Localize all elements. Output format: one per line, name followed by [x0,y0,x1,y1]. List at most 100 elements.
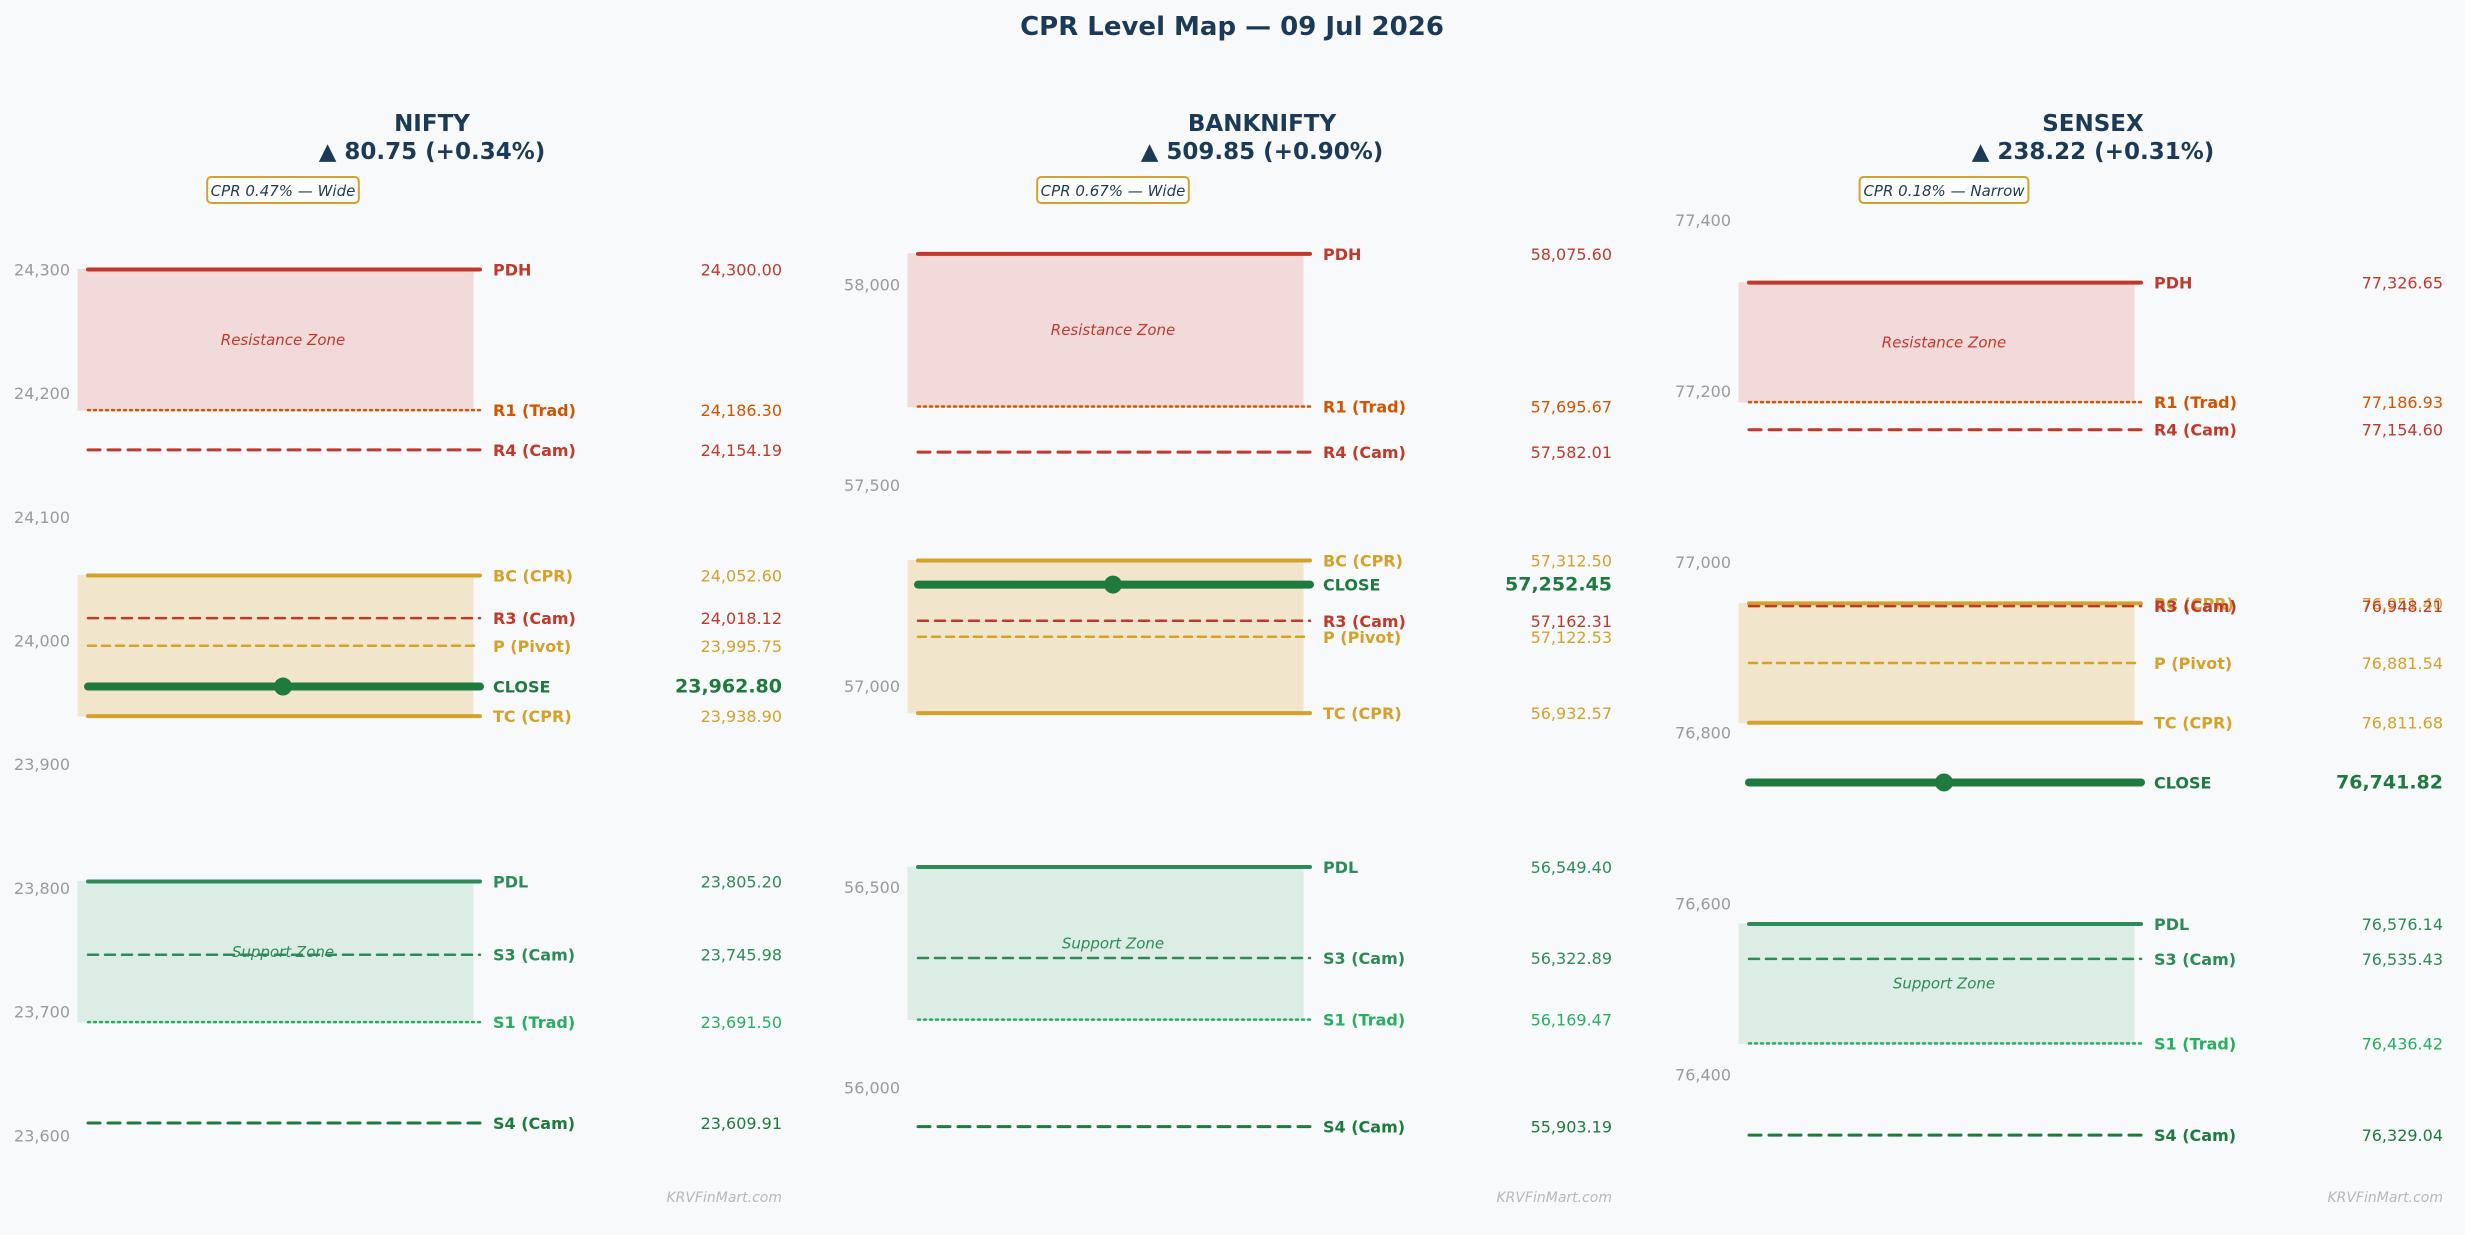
resistance-zone [1738,282,2135,403]
level-label-pdh: PDH [2154,274,2192,293]
level-label-r4-cam: R4 (Cam) [1323,443,1406,462]
level-label-tc-cpr: TC (CPR) [1323,704,1402,723]
resistance-zone-label: Resistance Zone [1051,321,1175,339]
resistance-zone [907,253,1304,408]
level-label-tc-cpr: TC (CPR) [493,707,572,726]
level-value-s4-cam: 76,329.04 [2362,1126,2443,1145]
support-zone [77,880,474,1023]
y-tick-label: 23,700 [14,1003,70,1022]
cpr-width-badge: CPR 0.18% — Narrow [1863,182,2025,200]
level-value-r3-cam: 24,018.12 [701,609,782,628]
level-value-bc-cpr: 57,312.50 [1531,551,1612,570]
level-value-s3-cam: 56,322.89 [1531,949,1612,968]
watermark: KRVFinMart.com [2327,1190,2443,1206]
level-label-close: CLOSE [2154,773,2211,792]
level-value-r4-cam: 77,154.60 [2362,421,2443,440]
level-value-pdl: 76,576.14 [2362,915,2443,934]
panel-symbol: SENSEX [2042,111,2144,137]
close-marker [1104,575,1122,594]
level-label-pdh: PDH [1323,245,1361,264]
support-zone-label: Support Zone [1893,975,1995,993]
level-value-s3-cam: 76,535.43 [2362,950,2443,969]
panel-change: ▲ 509.85 (+0.90%) [1141,139,1384,165]
chart-title: CPR Level Map — 09 Jul 2026 [1020,12,1444,42]
level-label-close: CLOSE [493,678,550,697]
level-value-r1-trad: 57,695.67 [1531,398,1612,417]
y-tick-label: 24,000 [14,632,70,651]
level-label-s3-cam: S3 (Cam) [493,946,575,965]
y-tick-label: 76,800 [1675,724,1731,743]
level-value-bc-cpr: 24,052.60 [701,566,782,585]
level-value-close: 76,741.82 [2336,771,2443,793]
resistance-zone-label: Resistance Zone [221,331,345,349]
level-label-s4-cam: S4 (Cam) [2154,1126,2236,1145]
level-value-close: 23,962.80 [675,676,782,698]
level-value-r1-trad: 24,186.30 [701,401,782,420]
level-value-p-pivot: 76,881.54 [2362,654,2443,673]
y-tick-label: 76,400 [1675,1066,1731,1085]
level-value-r1-trad: 77,186.93 [2362,393,2443,412]
close-marker [1935,773,1953,792]
y-tick-label: 57,500 [844,476,900,495]
y-tick-label: 23,600 [14,1126,70,1145]
watermark: KRVFinMart.com [1496,1190,1612,1206]
cpr-badge-box [1036,176,1190,204]
level-value-s4-cam: 23,609.91 [701,1114,782,1133]
resistance-zone [77,268,474,411]
y-tick-label: 23,900 [14,755,70,774]
level-label-bc-cpr: BC (CPR) [1323,551,1403,570]
level-label-r4-cam: R4 (Cam) [2154,421,2237,440]
level-label-p-pivot: P (Pivot) [1323,628,1401,647]
level-label-r1-trad: R1 (Trad) [1323,398,1406,417]
y-tick-label: 24,100 [14,508,70,527]
y-tick-label: 57,000 [844,677,900,696]
y-tick-label: 77,000 [1675,553,1731,572]
cpr-width-badge: CPR 0.47% — Wide [211,182,356,200]
y-tick-label: 76,600 [1675,895,1731,914]
level-value-s1-trad: 56,169.47 [1531,1011,1612,1030]
level-label-pdh: PDH [493,260,531,279]
level-label-bc-cpr: BC (CPR) [2154,594,2234,613]
level-label-s1-trad: S1 (Trad) [493,1013,575,1032]
level-label-r3-cam: R3 (Cam) [493,609,576,628]
y-tick-label: 77,200 [1675,382,1731,401]
support-zone [907,866,1304,1021]
level-label-p-pivot: P (Pivot) [2154,654,2232,673]
support-zone-label: Support Zone [232,943,334,961]
level-label-s1-trad: S1 (Trad) [2154,1034,2236,1053]
level-value-close: 57,252.45 [1505,574,1612,596]
level-value-p-pivot: 57,122.53 [1531,628,1612,647]
level-label-pdl: PDL [493,872,528,891]
level-label-r3-cam: R3 (Cam) [2154,597,2237,616]
level-label-r3-cam: R3 (Cam) [1323,612,1406,631]
level-value-r4-cam: 24,154.19 [701,441,782,460]
y-tick-label: 24,200 [14,384,70,403]
cpr-badge-box [206,176,360,204]
level-value-bc-cpr: 76,951.40 [2362,594,2443,613]
resistance-zone-label: Resistance Zone [1882,333,2006,351]
level-label-s4-cam: S4 (Cam) [493,1114,575,1133]
y-tick-label: 56,500 [844,878,900,897]
level-value-pdl: 56,549.40 [1531,858,1612,877]
level-label-pdl: PDL [2154,915,2189,934]
level-value-tc-cpr: 56,932.57 [1531,704,1612,723]
level-label-s3-cam: S3 (Cam) [1323,949,1405,968]
y-tick-label: 24,300 [14,260,70,279]
level-value-pdl: 23,805.20 [701,872,782,891]
level-label-s1-trad: S1 (Trad) [1323,1011,1405,1030]
level-value-pdh: 24,300.00 [701,260,782,279]
panel-banknifty: BANKNIFTY▲ 509.85 (+0.90%) CPR 0.67% — Wi… [844,111,1612,1206]
y-tick-label: 23,800 [14,879,70,898]
level-value-s4-cam: 55,903.19 [1531,1118,1612,1137]
level-label-pdl: PDL [1323,858,1358,877]
level-value-r4-cam: 57,582.01 [1531,443,1612,462]
support-zone-label: Support Zone [1062,934,1164,952]
level-value-s3-cam: 23,745.98 [701,946,782,965]
level-value-pdh: 58,075.60 [1531,245,1612,264]
y-tick-label: 58,000 [844,275,900,294]
panel-nifty: NIFTY▲ 80.75 (+0.34%) CPR 0.47% — Wide 23,… [14,111,782,1206]
level-label-r1-trad: R1 (Trad) [2154,393,2237,412]
close-marker [274,677,292,696]
level-label-s4-cam: S4 (Cam) [1323,1118,1405,1137]
